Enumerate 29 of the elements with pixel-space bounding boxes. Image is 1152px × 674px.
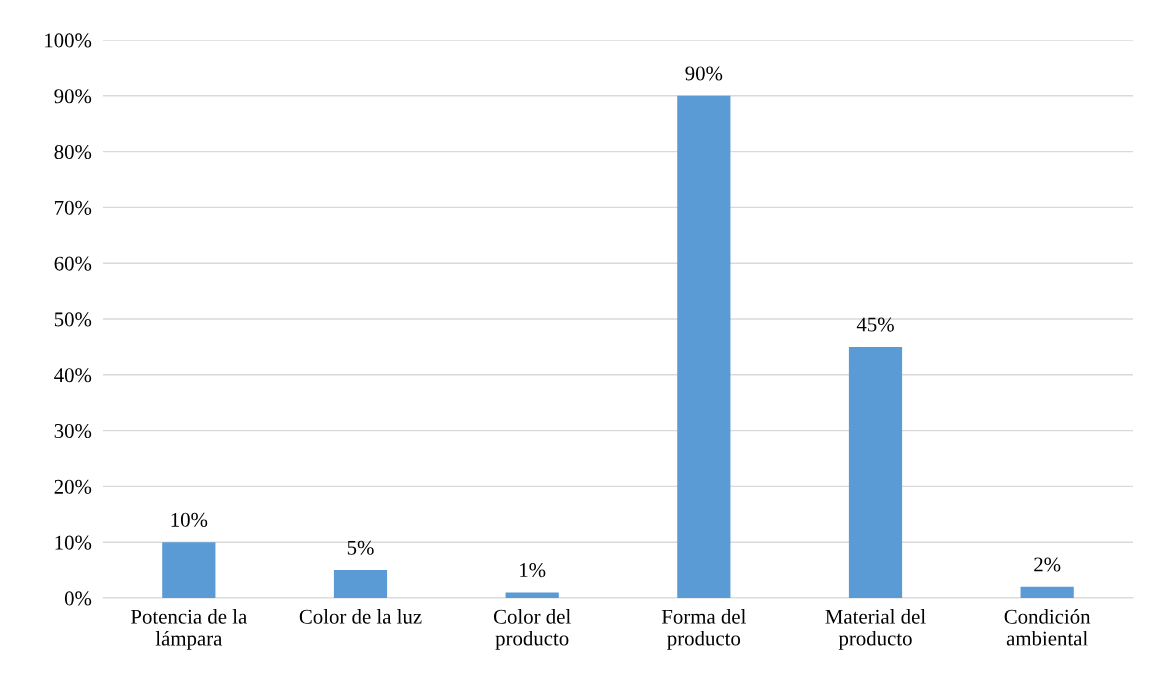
data-label: 5% (347, 540, 374, 555)
y-tick-label: 30% (54, 423, 92, 439)
x-tick-label: Forma del producto (661, 609, 746, 650)
data-label: 90% (685, 66, 723, 81)
bar (162, 542, 216, 598)
x-tick-label: Potencia de la lámpara (131, 609, 247, 650)
y-tick-label: 90% (54, 89, 92, 104)
y-tick-label: 10% (55, 535, 92, 550)
y-tick-label: 0% (64, 591, 92, 606)
y-tick-label: 70% (55, 200, 92, 215)
y-tick-label: 100% (45, 33, 92, 48)
bar (848, 346, 903, 598)
bar (505, 592, 559, 598)
data-label: 1% (520, 563, 546, 578)
x-tick-label: Color del producto (493, 609, 571, 650)
x-tick-label: Color de la luz (299, 609, 422, 624)
y-tick-label: 50% (54, 312, 92, 327)
x-tick-label: Material del producto (825, 609, 926, 650)
y-tick-label: 40% (54, 368, 92, 383)
bar (677, 95, 731, 598)
y-tick-label: 20% (54, 479, 92, 494)
y-tick-label: 80% (54, 144, 92, 160)
bar (333, 570, 388, 598)
data-label: 45% (856, 317, 894, 332)
bar (1020, 586, 1074, 598)
data-label: 2% (1034, 557, 1061, 572)
x-tick-label: Condición ambiental (1004, 609, 1091, 646)
data-label: 10% (171, 512, 208, 527)
y-tick-label: 60% (54, 256, 92, 271)
